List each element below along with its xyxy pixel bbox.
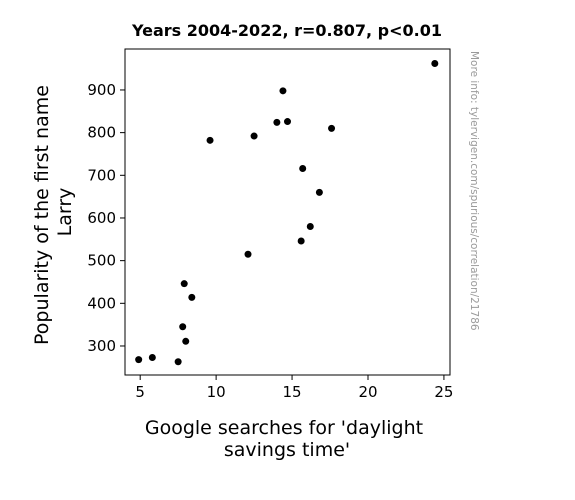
- x-axis-label-line-2: savings time': [224, 439, 350, 461]
- y-axis-label: Popularity of the first name Larry: [31, 79, 76, 345]
- data-point: [206, 136, 214, 144]
- data-point: [188, 293, 196, 301]
- data-point: [279, 87, 287, 95]
- x-tick-label: 20: [358, 383, 377, 401]
- x-tick-label: 15: [283, 383, 302, 401]
- data-point: [179, 323, 187, 331]
- chart-title: Years 2004-2022, r=0.807, p<0.01: [131, 21, 442, 40]
- data-point: [273, 118, 281, 126]
- data-point: [284, 118, 291, 126]
- data-point: [174, 358, 182, 366]
- data-point: [431, 60, 439, 68]
- y-tick-label: 700: [87, 166, 116, 184]
- x-tick-label: 25: [434, 383, 453, 401]
- data-point: [306, 223, 314, 231]
- y-tick-label: 300: [87, 337, 116, 355]
- x-axis: 5 10 15 20 25: [135, 375, 453, 401]
- data-point: [182, 337, 190, 345]
- x-tick-label: 5: [135, 383, 145, 401]
- data-point: [244, 250, 252, 258]
- x-axis-label: Google searches for 'daylight savings ti…: [145, 417, 429, 461]
- data-points: [135, 60, 439, 366]
- data-point: [328, 124, 336, 132]
- y-axis-label-line-2: Larry: [54, 188, 76, 237]
- data-point: [299, 164, 307, 172]
- data-point: [180, 280, 188, 288]
- plot-area: [124, 48, 451, 376]
- data-point: [297, 237, 305, 245]
- y-tick-label: 500: [87, 252, 116, 270]
- y-tick-label: 800: [87, 124, 116, 142]
- source-watermark: More info: tylervigen.com/spurious/corre…: [468, 51, 480, 331]
- data-point: [250, 132, 258, 140]
- y-tick-label: 400: [87, 294, 116, 312]
- x-tick-label: 10: [207, 383, 226, 401]
- data-point: [135, 356, 143, 364]
- y-tick-label: 600: [87, 209, 116, 227]
- y-axis: 300 400 500 600 700 800 900: [87, 81, 125, 355]
- data-point: [315, 188, 323, 196]
- x-axis-label-line-1: Google searches for 'daylight: [145, 417, 423, 439]
- y-tick-label: 900: [87, 81, 116, 99]
- data-point: [148, 354, 156, 362]
- y-axis-label-line-1: Popularity of the first name: [31, 85, 53, 345]
